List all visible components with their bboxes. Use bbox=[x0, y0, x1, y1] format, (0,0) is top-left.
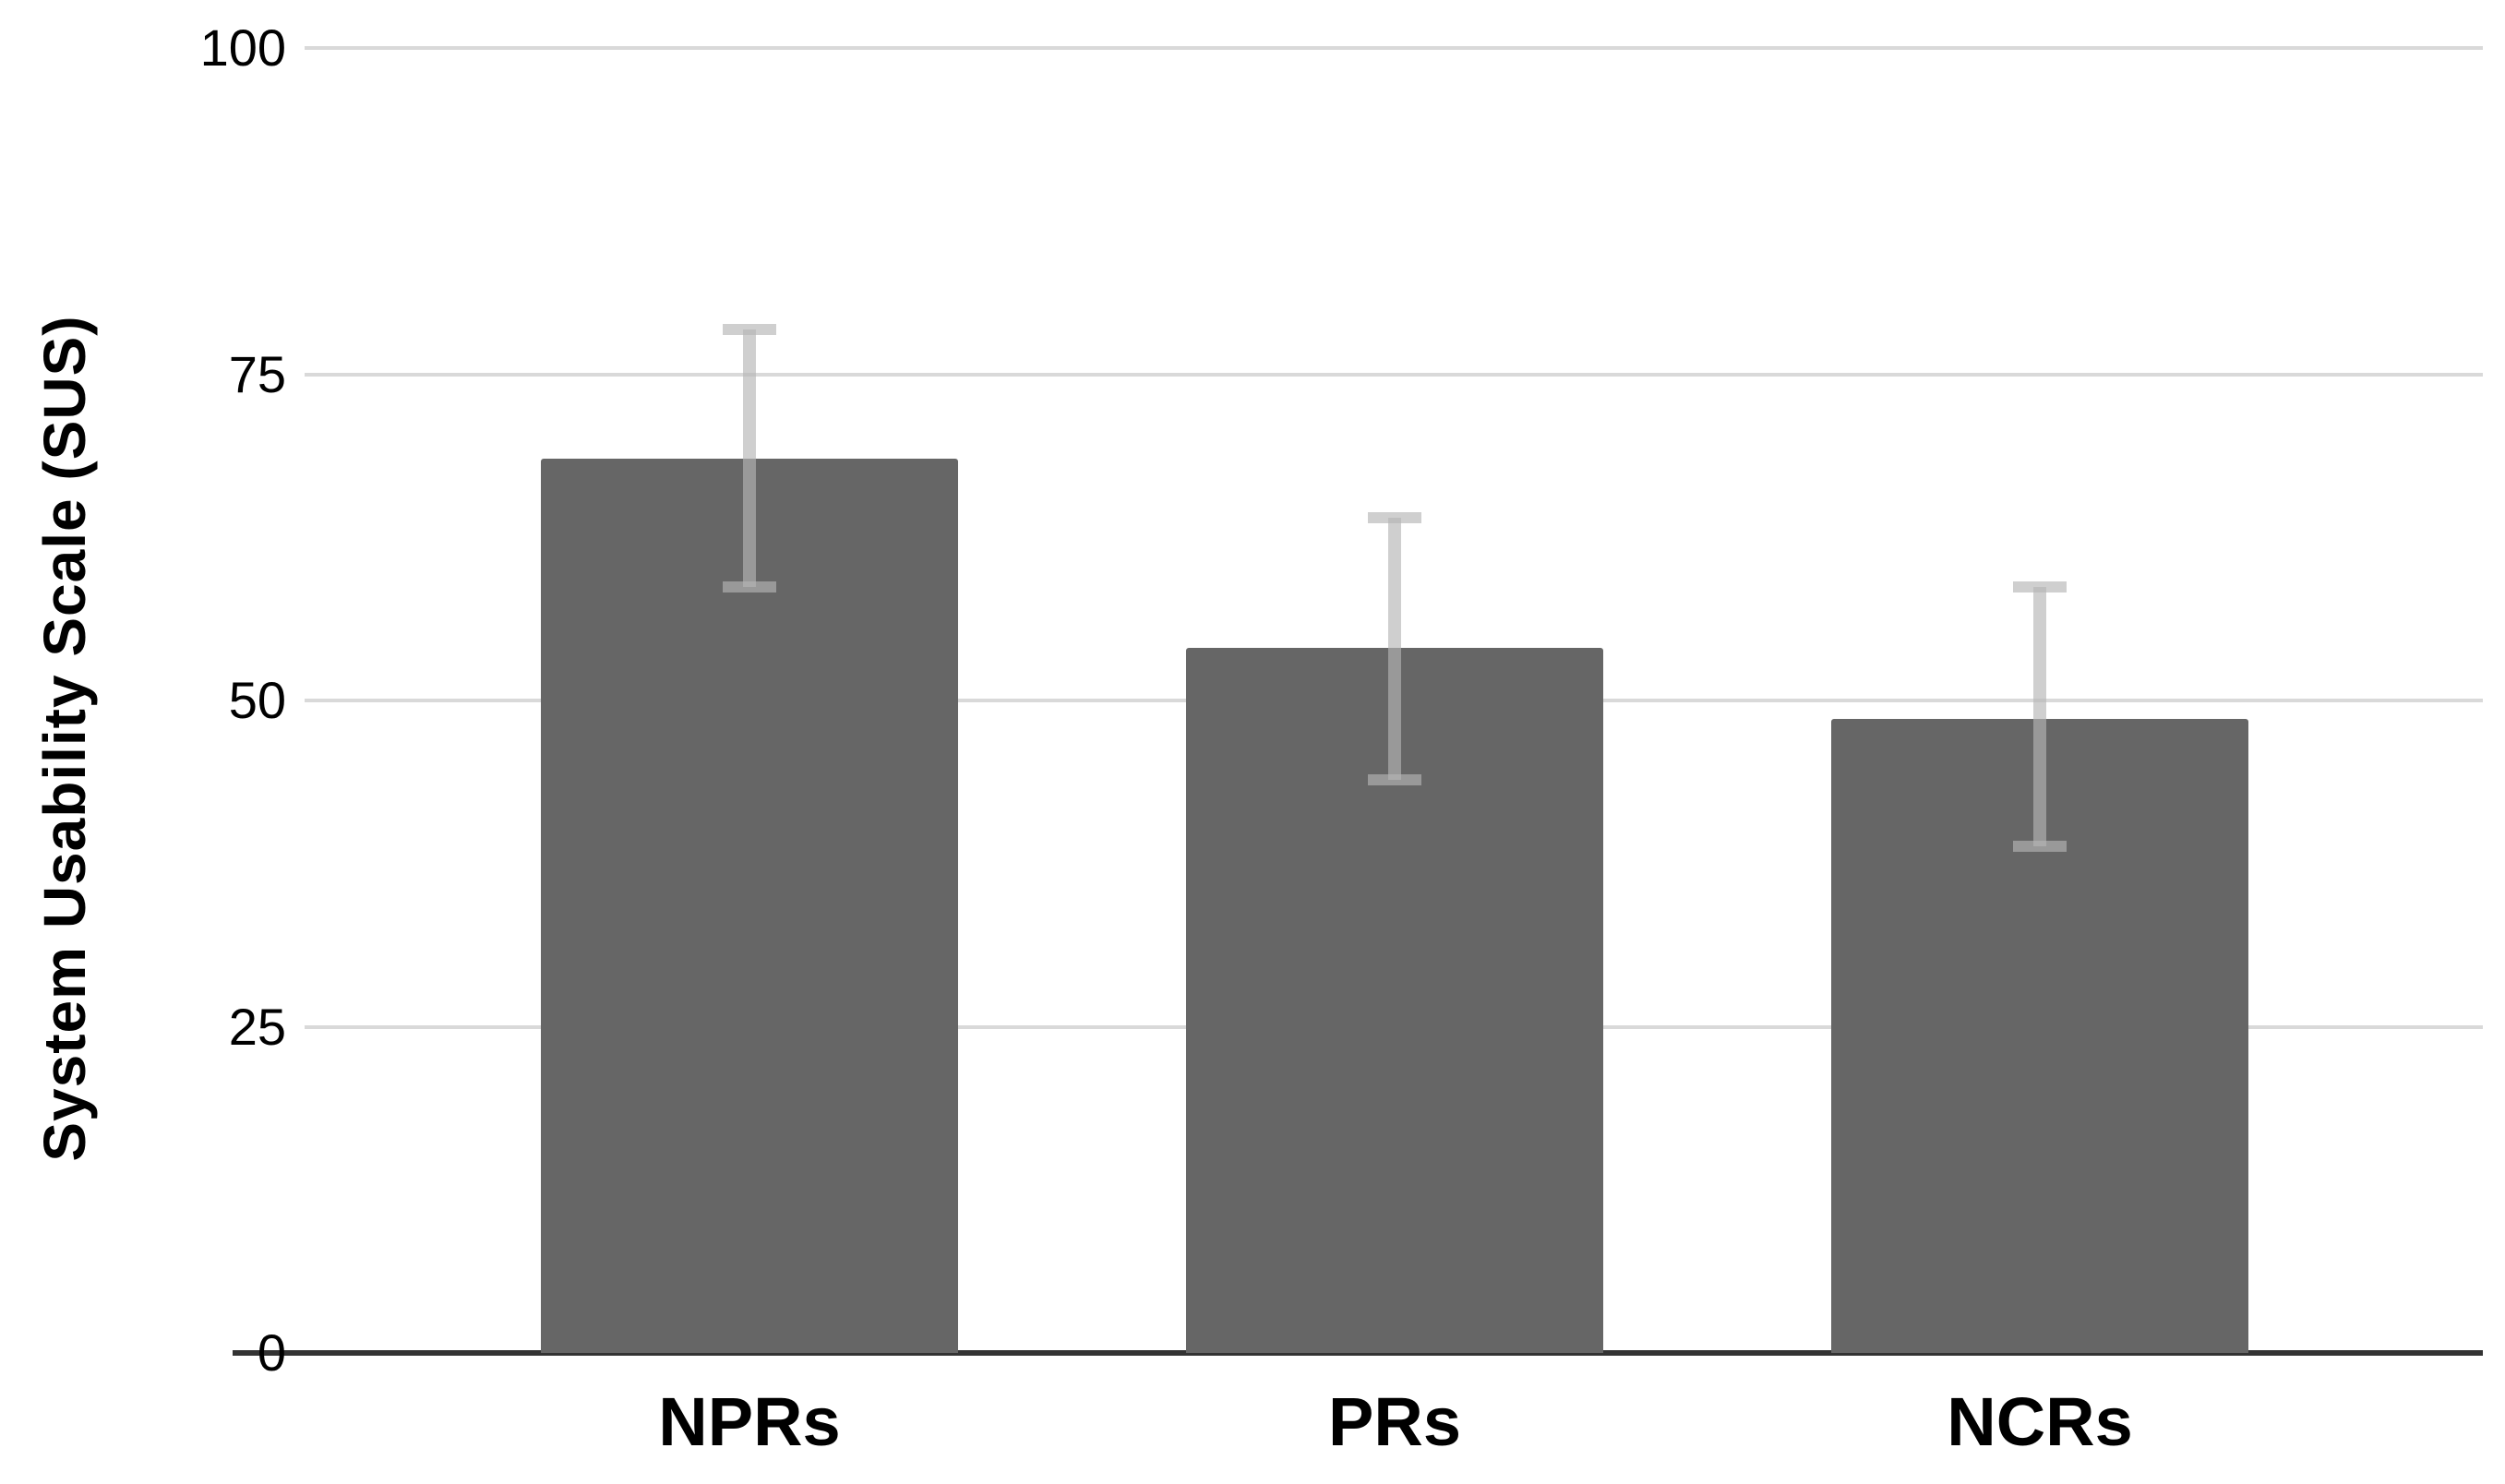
error-bar-line-PRs bbox=[1388, 518, 1401, 781]
error-bar-cap-bottom-PRs bbox=[1368, 774, 1421, 786]
y-tick-label-75: 75 bbox=[228, 344, 286, 403]
y-tick-label-100: 100 bbox=[199, 18, 286, 77]
x-category-label-NCRs: NCRs bbox=[1947, 1383, 2133, 1460]
y-tick-label-0: 0 bbox=[257, 1323, 286, 1382]
error-bar-cap-top-PRs bbox=[1368, 512, 1421, 524]
x-category-label-NPRs: NPRs bbox=[658, 1383, 841, 1460]
error-bar-cap-top-NPRs bbox=[723, 324, 776, 336]
error-bar-line-NPRs bbox=[743, 329, 756, 587]
x-category-label-PRs: PRs bbox=[1328, 1383, 1461, 1460]
gridline-100 bbox=[305, 46, 2483, 50]
gridline-75 bbox=[305, 372, 2483, 377]
error-bar-cap-top-NCRs bbox=[2013, 580, 2067, 592]
x-axis-line bbox=[233, 1350, 2483, 1356]
bar-NPRs bbox=[541, 459, 958, 1353]
y-tick-label-50: 50 bbox=[228, 671, 286, 729]
error-bar-cap-bottom-NPRs bbox=[723, 580, 776, 592]
y-tick-label-25: 25 bbox=[228, 997, 286, 1056]
error-bar-cap-bottom-NCRs bbox=[2013, 841, 2067, 853]
error-bar-line-NCRs bbox=[2033, 586, 2046, 847]
